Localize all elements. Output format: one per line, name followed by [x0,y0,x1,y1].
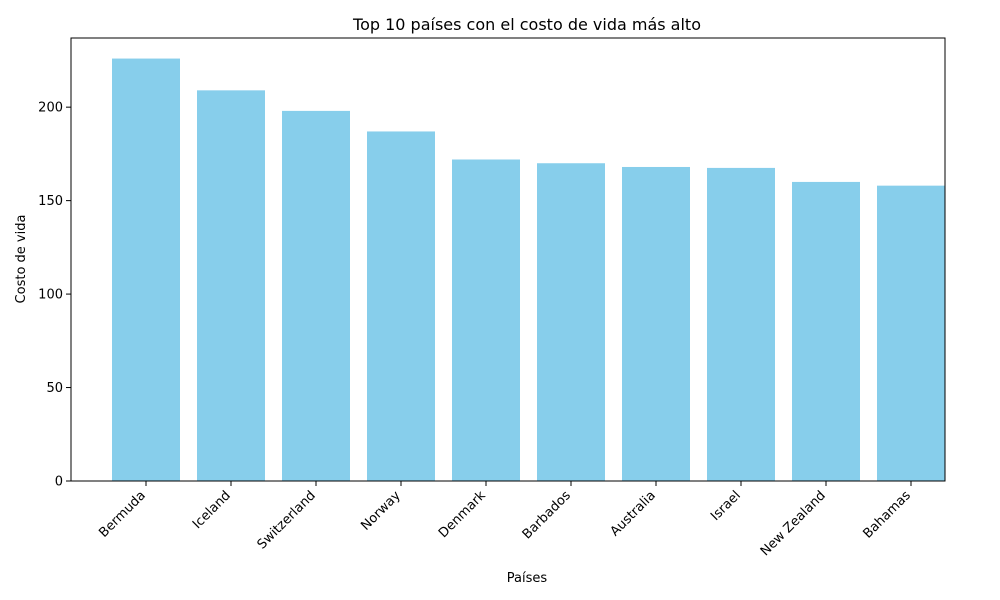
plot-frame [70,37,946,482]
bar-israel [707,167,775,481]
x-tick-label: Switzerland [255,488,319,552]
bar-new-zealand [792,181,860,481]
x-axis-label: Países [507,571,548,586]
y-axis: 0 50 100 150 200 [38,101,71,490]
y-tick-label: 150 [38,194,63,209]
y-tick-label: 0 [55,475,63,490]
bars-group [112,58,945,482]
x-tick-label: Iceland [190,488,234,532]
x-tick-label: Australia [608,488,659,539]
y-axis-label: Costo de vida [14,215,29,304]
x-axis: Bermuda Iceland Switzerland Norway Denmark Ba… [96,481,914,559]
bar-australia [622,166,690,482]
bar-iceland [197,90,265,481]
x-tick-label: Barbados [520,488,574,542]
bar-barbados [537,163,605,482]
bar-denmark [452,159,520,481]
bar-bermuda [112,58,180,481]
bar-bahamas [877,185,945,481]
x-tick-label: New Zealand [758,488,829,559]
y-tick-label: 50 [46,381,63,396]
y-tick-label: 100 [38,288,63,303]
x-tick-label: Bahamas [860,488,914,542]
chart-title: Top 10 países con el costo de vida más a… [352,15,701,34]
bar-switzerland [282,110,350,481]
bar-norway [367,131,435,482]
y-tick-label: 200 [38,101,63,116]
x-tick-label: Israel [708,488,744,524]
x-tick-label: Denmark [436,488,489,541]
x-tick-label: Bermuda [96,488,148,540]
x-tick-label: Norway [358,488,404,534]
